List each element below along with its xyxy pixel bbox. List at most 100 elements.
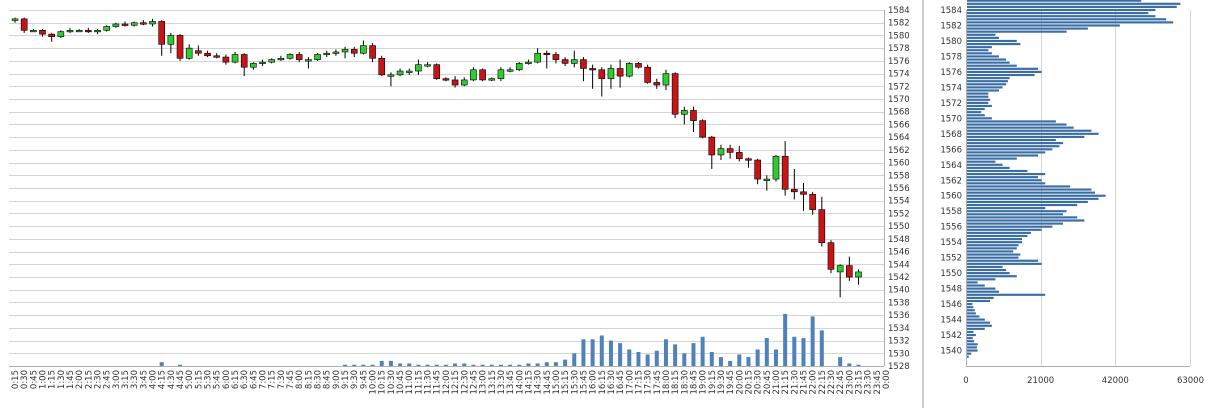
x-tick-label: 19:45 <box>726 370 736 395</box>
volume-bar <box>343 364 348 366</box>
x-tick-label: 16:45 <box>616 370 626 395</box>
x-tick-label: 23:30 <box>864 370 874 395</box>
y-tick-label: 1576 <box>940 68 962 78</box>
x-tick-label: 9:45 <box>359 370 369 389</box>
x-tick-label: 3:30 <box>130 370 140 389</box>
profile-bar <box>967 213 1063 216</box>
candle-body <box>323 52 331 56</box>
profile-bar <box>967 237 1023 241</box>
candle-body <box>809 194 816 210</box>
candle-body <box>250 63 257 68</box>
volume-bar <box>498 364 503 366</box>
candle-body <box>763 178 771 181</box>
x-tick-label: 14:30 <box>534 370 544 395</box>
x-tick-label: 17:00 <box>625 370 635 395</box>
candle-body <box>644 66 651 83</box>
y-tick-label: 1544 <box>940 316 962 326</box>
volume-bar <box>792 336 797 366</box>
candle-body <box>800 191 807 195</box>
profile-bar <box>967 194 1106 197</box>
x-tick-label: 10:15 <box>378 370 388 395</box>
candle-body <box>130 22 138 26</box>
y-tick-label: 1566 <box>888 120 910 130</box>
candle-body <box>846 265 853 278</box>
x-tick-label: 13:30 <box>497 370 507 395</box>
volume-bar <box>627 349 632 366</box>
candle-body <box>360 45 367 54</box>
profile-bar <box>967 265 1003 269</box>
candle-body <box>231 54 239 63</box>
x-tick-label: 21:30 <box>790 370 800 395</box>
volume-profile-bars <box>967 0 1181 358</box>
y-tick-label: 1558 <box>940 207 962 217</box>
profile-bar <box>967 340 975 343</box>
x-tick-label: 6:45 <box>249 370 259 389</box>
x-tick-label: 13:45 <box>506 370 516 395</box>
candle-body <box>295 54 303 60</box>
candle-body <box>140 22 147 25</box>
profile-bar <box>967 114 985 117</box>
y-tick-label: 1550 <box>940 269 962 279</box>
profile-bar <box>967 241 1023 244</box>
profile-bar <box>967 67 1039 70</box>
x-tick-label: 2:30 <box>94 370 104 389</box>
x-tick-label: 19:00 <box>699 370 709 395</box>
x-tick-label: 20:30 <box>754 370 764 395</box>
candle-body <box>598 69 606 79</box>
x-tick-label: 1:15 <box>48 370 58 389</box>
y-tick-label: 1554 <box>888 197 910 207</box>
profile-bar <box>967 89 999 92</box>
x-tick-label: 2:00 <box>75 370 85 389</box>
profile-bar <box>967 262 1042 265</box>
y-tick-label: 1570 <box>940 114 962 124</box>
candle-body <box>149 21 156 25</box>
profile-bar <box>967 80 1008 83</box>
profile-bar <box>967 86 1003 89</box>
volume-bar <box>379 360 384 366</box>
y-tick-label: 1538 <box>888 298 910 308</box>
x-tick-label: 22:45 <box>836 370 846 395</box>
candle-body <box>460 79 468 86</box>
y-tick-label: 1534 <box>888 324 910 334</box>
y-tick-label: 1584 <box>888 6 910 16</box>
volume-bar <box>178 364 183 366</box>
profile-bar <box>967 315 980 318</box>
x-tick-label: 7:15 <box>268 370 278 389</box>
y-tick-label: 1560 <box>888 159 910 169</box>
profile-bar <box>967 303 973 306</box>
y-tick-label: 1540 <box>940 347 962 357</box>
x-tick-label: 1:45 <box>66 370 76 389</box>
profile-bar <box>967 278 996 281</box>
x-tick-label: 18:30 <box>680 370 690 395</box>
candle-body <box>305 59 312 62</box>
y-tick-label: 1562 <box>888 146 910 156</box>
volume-bars <box>159 313 861 366</box>
y-tick-label: 1542 <box>888 273 910 283</box>
profile-bar <box>967 104 992 108</box>
profile-bar <box>967 228 1042 231</box>
x-tick-label: 21:45 <box>799 370 809 395</box>
x-tick-label: 23:00 <box>845 370 855 395</box>
x-tick-label: 7:45 <box>286 370 296 389</box>
y-tick-label: 1572 <box>888 82 910 92</box>
profile-bar <box>967 312 976 315</box>
candle-body <box>277 58 285 61</box>
y-tick-label: 1568 <box>888 108 910 118</box>
candle-body <box>552 54 560 60</box>
candle-body <box>314 54 321 60</box>
profile-bar <box>967 157 1017 160</box>
candle-body <box>745 158 752 161</box>
volume-bar <box>453 363 458 366</box>
candlestick-x-axis: 0:15 0:30 0:45 1:00 1:15 1:30 1:45 2:00 2:15 2:30… <box>11 370 892 395</box>
profile-bar <box>967 321 991 324</box>
profile-bar <box>967 166 1010 169</box>
candle-body <box>222 56 230 63</box>
x-tick-label: 14:00 <box>515 370 525 395</box>
volume-bar <box>856 364 861 366</box>
profile-gridlines <box>966 10 1191 367</box>
profile-bar <box>967 120 1056 123</box>
y-tick-label: 1558 <box>888 171 910 181</box>
candle-body <box>396 70 404 76</box>
profile-bar <box>967 197 1099 200</box>
profile-bar <box>967 333 976 337</box>
